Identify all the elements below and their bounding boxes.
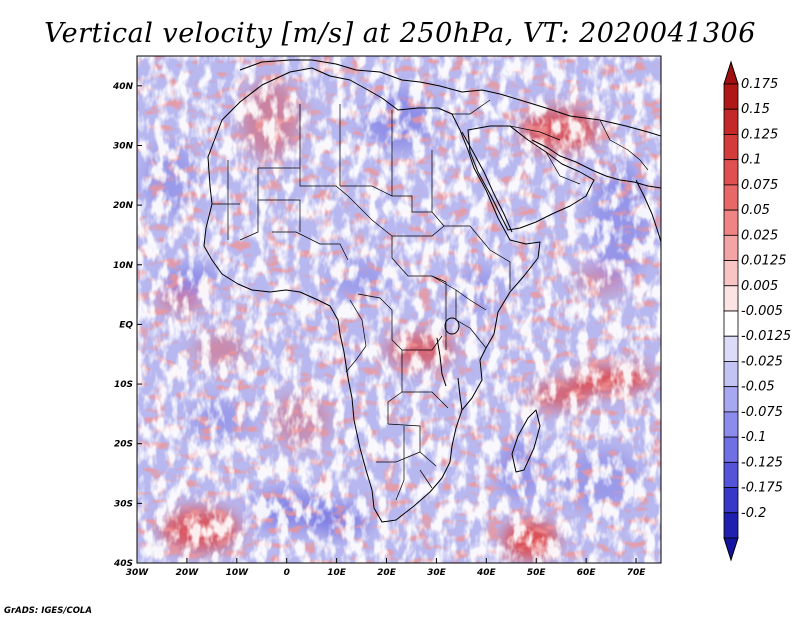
colorbar-swatch [723, 436, 739, 463]
colorbar-swatch [723, 134, 739, 161]
border [452, 99, 649, 185]
colorbar-swatch [723, 285, 739, 312]
colorbar-label: -0.125 [741, 455, 783, 470]
country-borders [212, 99, 649, 501]
map-title: Vertical velocity [m/s] at 250hPa, VT: 2… [44, 18, 756, 49]
lake-victoria [444, 317, 460, 335]
colorbar-label: -0.005 [741, 304, 783, 319]
lat-tick-label: 40N [112, 82, 134, 92]
colorbar-swatch [723, 386, 739, 413]
colorbar-label: -0.075 [741, 405, 783, 420]
lat-tick-label: 10S [114, 380, 133, 390]
colorbar-label: 0.1 [741, 153, 762, 168]
longitude-axis: 30W 20W 10W 0 10E 20E 30E 40E 50E 60E 70E [126, 558, 646, 578]
colorbar-swatch [723, 411, 739, 438]
colorbar-label: 0.15 [741, 102, 770, 117]
lat-tick-label: 20S [114, 440, 133, 450]
lon-tick-label: 20W [176, 568, 200, 578]
latitude-axis: 40N 30N 20N 10N EQ 10S 20S 30S 40S [112, 82, 142, 569]
lon-tick-label: 10E [327, 568, 347, 578]
lon-tick-label: 70E [627, 568, 647, 578]
colorbar-label: 0.125 [741, 127, 778, 142]
vertical-velocity-field [137, 56, 661, 563]
lakes [436, 131, 513, 411]
colorbar-swatch [723, 335, 739, 362]
lake-malawi [457, 377, 463, 411]
lat-tick-label: 40S [113, 559, 133, 569]
arabia-coastline [467, 125, 595, 231]
lat-tick-label: 30S [114, 499, 133, 509]
grads-credit: GrADS: IGES/COLA [4, 606, 92, 616]
coastlines [203, 59, 661, 523]
lon-tick-label: 40E [476, 568, 497, 578]
lat-tick-label: EQ [119, 320, 133, 330]
border [239, 104, 511, 467]
colorbar-swatch [723, 108, 739, 135]
lon-tick-label: 50E [527, 568, 547, 578]
map-area: 30W 20W 10W 0 10E 20E 30E 40E 50E 60E 70E 40N 30N 20… [112, 55, 662, 578]
colorbar-bottom-arrow [723, 537, 739, 562]
colorbar-label: 0.05 [741, 203, 770, 218]
colorbar-swatch [723, 83, 739, 110]
colorbar-swatch [723, 461, 739, 488]
colorbar-swatch [723, 487, 739, 514]
mediterranean-north-coast [239, 59, 661, 137]
colorbar-swatch [723, 209, 739, 236]
colorbar-swatch [723, 310, 739, 337]
colorbar-swatch [723, 159, 739, 186]
lat-tick-label: 20N [113, 201, 134, 211]
white-streaks [137, 56, 661, 563]
india-coastline [635, 179, 661, 243]
colorbar-swatch [723, 260, 739, 287]
colorbar-swatch [723, 512, 739, 539]
lon-tick-label: 20E [377, 568, 397, 578]
colorbar-label: -0.2 [741, 506, 766, 521]
colorbar-top-arrow [723, 60, 739, 85]
border [212, 160, 433, 501]
map-frame [136, 55, 662, 564]
colorbar-label: -0.05 [741, 380, 775, 395]
africa-coastline [203, 67, 541, 523]
colorbar-label: 0.005 [741, 279, 778, 294]
colorbar-swatch [723, 234, 739, 261]
persian-gulf-coast [531, 139, 661, 189]
colorbar-swatch [723, 184, 739, 211]
lon-tick-label: 60E [577, 568, 597, 578]
colorbar-label: -0.175 [741, 481, 783, 496]
colorbar-label: 0.175 [741, 77, 778, 92]
colorbar-label: -0.0125 [741, 329, 791, 344]
colorbar-label: -0.025 [741, 354, 783, 369]
colorbar-label: 0.025 [741, 228, 778, 243]
lon-tick-label: 0 [284, 568, 290, 578]
red-sea-coast [461, 131, 513, 233]
lat-tick-label: 10N [113, 261, 134, 271]
colorbar-label: -0.1 [741, 430, 766, 445]
madagascar-coastline [511, 409, 541, 473]
lon-tick-label: 10W [226, 568, 250, 578]
lon-tick-label: 30W [126, 568, 150, 578]
colorbar: 0.175 0.15 0.125 0.1 0.075 0.05 0.025 0.0125 0.0… [723, 60, 791, 562]
colorbar-label: 0.075 [741, 178, 778, 193]
colorbar-label: 0.0125 [741, 254, 787, 269]
lon-tick-label: 30E [427, 568, 447, 578]
lat-tick-label: 30N [113, 141, 134, 151]
lake-tanganyika [436, 337, 447, 387]
colorbar-swatch [723, 361, 739, 388]
